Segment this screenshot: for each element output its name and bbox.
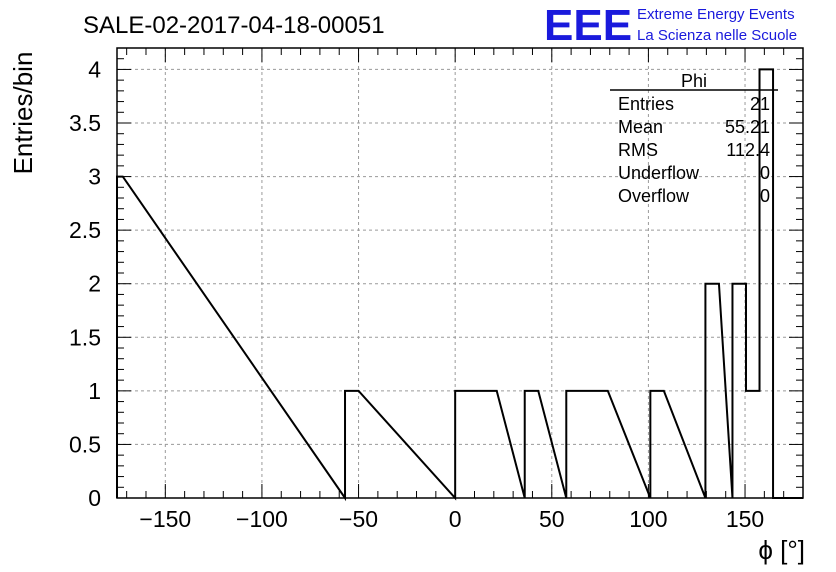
x-tick-label: −50 <box>339 506 378 532</box>
stats-row-value: 112.4 <box>726 140 770 160</box>
x-axis-label: ϕ [°] <box>758 535 805 565</box>
y-tick-label: 1.5 <box>69 324 101 350</box>
stats-row-label: Underflow <box>618 163 700 183</box>
x-tick-label: 50 <box>539 506 565 532</box>
stats-row-value: 0 <box>760 186 770 206</box>
y-tick-label: 0 <box>88 485 101 511</box>
eee-logo: EEE Extreme Energy Events La Scienza nel… <box>544 1 797 50</box>
stats-row-value: 55.21 <box>725 117 770 137</box>
eee-logo-line1: Extreme Energy Events <box>637 6 795 23</box>
y-tick-label: 3 <box>88 164 101 190</box>
stats-rows: Entries 21 Mean 55.21 RMS 112.4 Underflow 0 Over… <box>618 94 770 206</box>
eee-logo-line2: La Scienza nelle Scuole <box>637 27 797 44</box>
y-axis-label: Entries/bin <box>8 52 38 175</box>
x-tick-label: 100 <box>629 506 667 532</box>
stats-row-label: Overflow <box>618 186 690 206</box>
stats-row-label: RMS <box>618 140 658 160</box>
y-axis: 0 0.5 1 1.5 2 2.5 3 3.5 4 <box>69 47 803 511</box>
stats-row-label: Mean <box>618 117 663 137</box>
stats-box: Phi Entries 21 Mean 55.21 RMS 112.4 Underflow 0… <box>610 71 778 206</box>
x-tick-label: 150 <box>726 506 764 532</box>
stats-row-label: Entries <box>618 94 674 114</box>
x-tick-label: −150 <box>139 506 191 532</box>
grid-lines <box>117 48 803 499</box>
stats-title: Phi <box>681 71 707 91</box>
stats-row-value: 0 <box>760 163 770 183</box>
y-tick-label: 2.5 <box>69 217 101 243</box>
chart-title: SALE-02-2017-04-18-00051 <box>83 12 385 39</box>
x-axis: −150 −100 −50 0 50 100 150 <box>126 48 804 532</box>
eee-logo-text: EEE <box>544 1 632 50</box>
plot-frame <box>116 47 804 499</box>
y-tick-label: 0.5 <box>69 431 101 457</box>
y-tick-label: 3.5 <box>69 110 101 136</box>
y-tick-label: 2 <box>88 271 101 297</box>
y-tick-label: 4 <box>88 56 101 82</box>
stats-row-value: 21 <box>750 94 770 114</box>
x-tick-label: 0 <box>449 506 462 532</box>
y-tick-label: 1 <box>88 378 101 404</box>
histogram-outline <box>116 68 803 502</box>
x-tick-label: −100 <box>236 506 288 532</box>
